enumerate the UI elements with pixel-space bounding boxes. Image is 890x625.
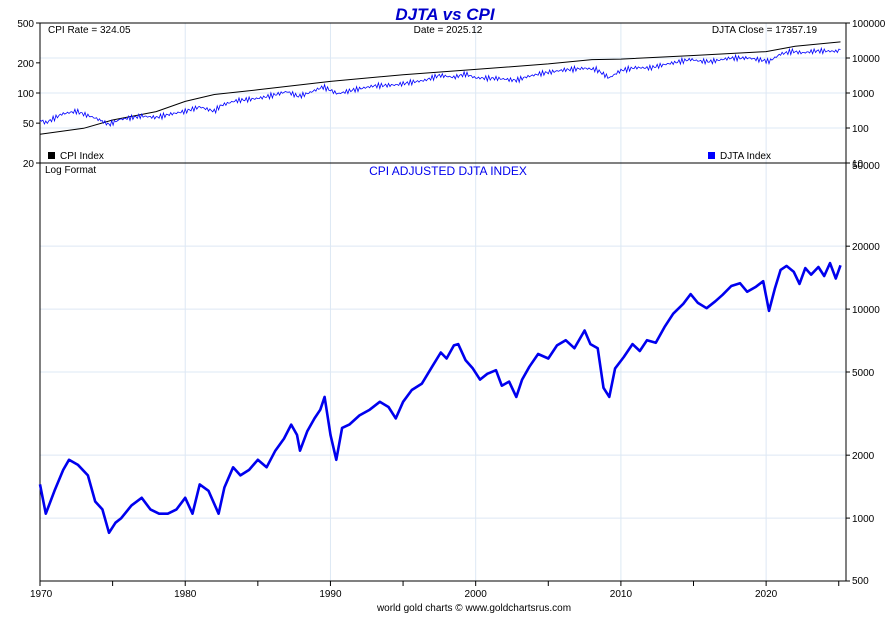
bottom-chart-title: CPI ADJUSTED DJTA INDEX (369, 164, 527, 178)
adj-axis-tick-50000: 50000 (852, 161, 880, 172)
cpi-rate-readout: CPI Rate = 324.05 (48, 25, 131, 36)
x-axis-tick-2020: 2020 (755, 589, 778, 600)
chart-title: DJTA vs CPI (395, 5, 495, 24)
x-axis-tick-2000: 2000 (465, 589, 488, 600)
djta-close-readout: DJTA Close = 17357.19 (712, 25, 818, 36)
djta-legend-swatch (708, 152, 715, 159)
cpi-legend-label: CPI Index (60, 151, 104, 162)
right-axis-tick-100: 100 (852, 124, 869, 135)
adj-axis-tick-2000: 2000 (852, 451, 875, 462)
adj-axis-tick-5000: 5000 (852, 368, 875, 379)
adj-axis-tick-500: 500 (852, 576, 869, 587)
left-axis-tick-100: 100 (17, 89, 34, 100)
adj-axis-tick-1000: 1000 (852, 514, 875, 525)
right-axis-tick-100000: 100000 (852, 19, 886, 30)
x-axis-tick-1980: 1980 (174, 589, 197, 600)
djta-legend-label: DJTA Index (720, 151, 771, 162)
adj-axis-tick-10000: 10000 (852, 305, 880, 316)
left-axis-tick-500: 500 (17, 19, 34, 30)
left-axis-tick-200: 200 (17, 59, 34, 70)
x-axis-tick-2010: 2010 (610, 589, 633, 600)
right-axis-tick-10: 10 (852, 159, 864, 170)
cpi-adjusted-djta-line (38, 261, 842, 535)
x-axis-tick-1970: 1970 (30, 589, 53, 600)
left-axis-tick-50: 50 (23, 119, 35, 130)
date-readout: Date = 2025.12 (414, 25, 483, 36)
left-axis-tick-20: 20 (23, 159, 35, 170)
djta-index-line (39, 46, 841, 127)
bottom-panel: 50000 20000 10000 5000 2000 1000 500 1970 1980 1… (30, 161, 880, 600)
cpi-legend-swatch (48, 152, 55, 159)
adj-axis-tick-20000: 20000 (852, 242, 880, 253)
x-axis-tick-1990: 1990 (319, 589, 342, 600)
right-axis-tick-1000: 1000 (852, 89, 875, 100)
right-axis-tick-10000: 10000 (852, 54, 880, 65)
log-format-note: Log Format (45, 165, 96, 176)
footer-credit: world gold charts © www.goldchartsrus.co… (376, 603, 571, 614)
